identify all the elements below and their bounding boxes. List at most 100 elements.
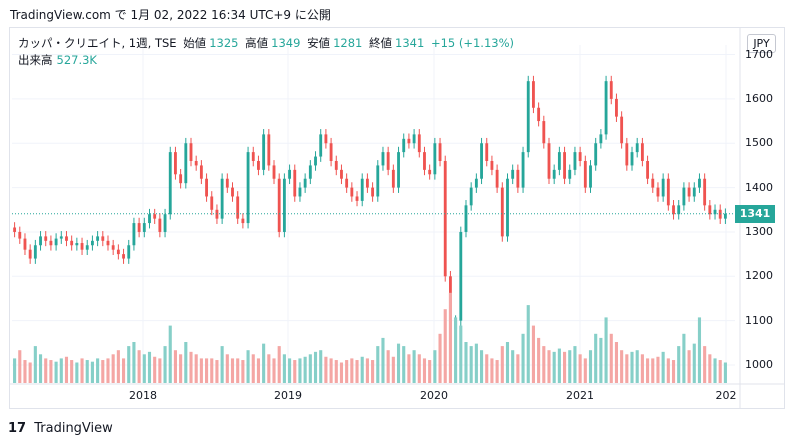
candle-body <box>184 143 188 184</box>
volume-bar <box>552 351 556 383</box>
volume-bar <box>557 348 561 383</box>
volume-bar <box>625 354 629 383</box>
candle-body <box>615 98 618 117</box>
volume-bar <box>563 351 567 383</box>
candle-body <box>350 187 354 197</box>
volume-bar <box>474 343 478 383</box>
candle-body <box>303 178 307 188</box>
candle-body <box>210 196 214 210</box>
volume-bar <box>168 325 172 383</box>
volume-bar <box>594 333 598 383</box>
candle-body <box>90 240 94 246</box>
high-label: 高値 <box>245 36 269 50</box>
candle-body <box>360 178 364 201</box>
volume-bar <box>210 358 214 383</box>
candle-body <box>500 187 504 237</box>
candle-body <box>635 143 639 153</box>
volume-bar <box>490 358 494 383</box>
high-value: 1349 <box>271 36 301 50</box>
volume-bar <box>241 360 245 383</box>
candle-body <box>557 152 561 170</box>
volume-bar <box>54 361 58 383</box>
candle-body <box>573 152 577 170</box>
footer-brand[interactable]: 𝟭𝟳 TradingView <box>8 421 113 436</box>
candle-body <box>293 169 297 197</box>
candle-body <box>189 143 193 161</box>
volume-bar <box>127 346 131 383</box>
volume-bar <box>531 325 535 383</box>
brand-name: TradingView <box>34 421 113 436</box>
volume-bar <box>687 350 691 383</box>
candle-body <box>23 238 27 250</box>
volume-bar <box>682 333 686 383</box>
volume-bar <box>485 354 489 383</box>
volume-bar <box>381 337 385 383</box>
candle-body <box>205 178 208 197</box>
candle-body <box>521 152 525 188</box>
volume-value: 527.3K <box>56 53 97 67</box>
candle-body <box>70 240 74 246</box>
candle-body <box>148 214 151 224</box>
volume-bar <box>324 356 328 383</box>
candle-body <box>282 178 286 232</box>
tradingview-logo-icon: 𝟭𝟳 <box>8 421 27 436</box>
volume-bar <box>355 360 359 383</box>
volume-bar <box>703 346 707 383</box>
candle-body <box>220 178 224 219</box>
volume-bar <box>635 350 639 383</box>
low-label: 安値 <box>307 36 331 50</box>
candle-body <box>651 178 655 188</box>
volume-bar <box>142 354 146 383</box>
candle-body <box>386 152 390 170</box>
candle-body <box>39 236 42 246</box>
candle-body <box>480 143 483 179</box>
currency-button[interactable]: JPY <box>747 34 776 53</box>
candle-body <box>18 231 22 239</box>
candle-body <box>329 143 333 161</box>
x-tick-label: 2018 <box>129 389 157 402</box>
candle-body <box>116 249 120 255</box>
volume-bar <box>671 360 676 383</box>
candle-body <box>526 81 530 153</box>
volume-bar <box>90 361 94 383</box>
y-tick-label: 1700 <box>745 47 773 61</box>
candle-body <box>474 178 478 188</box>
volume-bar <box>723 362 727 383</box>
candle-body <box>495 169 499 188</box>
volume-bar <box>96 358 100 383</box>
volume-bar <box>583 358 587 383</box>
candle-body <box>397 152 400 188</box>
candle-body <box>609 81 613 99</box>
volume-bar <box>194 354 198 383</box>
volume-bar <box>189 351 193 383</box>
candle-body <box>682 187 686 206</box>
candle-body <box>241 218 245 224</box>
candle-body <box>251 152 255 161</box>
volume-bar <box>578 354 582 383</box>
candle-body <box>672 205 675 215</box>
candle-body <box>604 81 608 135</box>
candle-body <box>646 160 650 179</box>
volume-bar <box>376 346 380 383</box>
volume-bar <box>438 333 442 383</box>
candle-body <box>630 152 634 166</box>
y-tick-label: 1600 <box>745 91 773 105</box>
volume-bar <box>365 358 369 383</box>
volume-bar <box>428 360 432 383</box>
volume-bar <box>163 346 167 383</box>
chart-frame[interactable] <box>9 27 785 409</box>
x-tick-label: 2019 <box>274 389 302 402</box>
volume-bar <box>246 350 250 383</box>
volume-bar <box>443 309 447 383</box>
volume-bar <box>407 354 411 383</box>
candle-body <box>552 169 556 179</box>
candle-body <box>365 178 369 188</box>
symbol-label[interactable]: カッパ・クリエイト, 1週, TSE <box>18 36 177 50</box>
close-value: 1341 <box>395 36 425 50</box>
volume-bar <box>251 354 255 383</box>
candle-body <box>54 238 58 246</box>
volume-bar <box>179 354 183 383</box>
volume-bar <box>526 305 530 383</box>
candle-body <box>267 134 271 166</box>
